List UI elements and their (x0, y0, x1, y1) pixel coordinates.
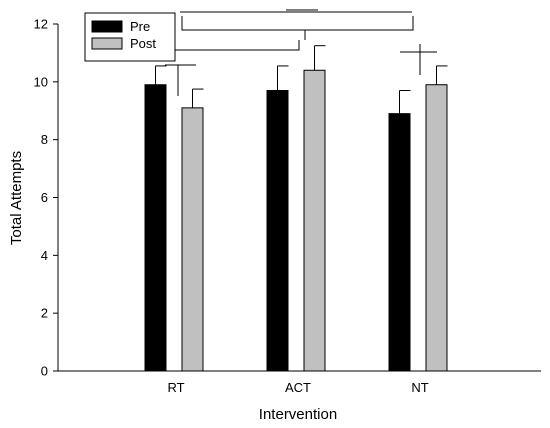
bar-pre-act (266, 90, 289, 372)
bars (144, 45, 448, 372)
significance-brackets (165, 9, 437, 96)
legend: Pre Post (84, 12, 176, 62)
y-tick-label: 12 (34, 17, 48, 32)
axes: 0 2 4 6 8 10 12 RT ACT NT (34, 17, 541, 395)
bar-post-nt (425, 84, 448, 372)
y-tick-label: 0 (41, 364, 48, 379)
x-axis-title: Intervention (259, 406, 337, 423)
y-axis-title: Total Attempts (8, 151, 25, 245)
bracket-rt-act-inner (169, 28, 300, 51)
y-tick-label: 4 (41, 248, 48, 263)
legend-label-post: Post (130, 36, 156, 51)
bar-pre-nt (388, 113, 411, 372)
legend-swatch-post (91, 37, 123, 50)
x-tick-label: NT (411, 380, 428, 395)
bracket-rt-nt-outer (181, 16, 414, 31)
bar-post-rt (181, 107, 204, 372)
y-tick-label: 8 (41, 132, 48, 147)
x-tick-label: RT (167, 380, 184, 395)
bracket-rt-act (182, 29, 306, 40)
y-tick-label: 6 (41, 190, 48, 205)
bar-post-act (303, 69, 326, 372)
legend-label-pre: Pre (130, 19, 150, 34)
y-tick-label: 2 (41, 306, 48, 321)
x-tick-label: ACT (285, 380, 311, 395)
bar-pre-rt (144, 84, 167, 372)
legend-swatch-pre (91, 20, 123, 33)
y-tick-label: 10 (34, 74, 48, 89)
